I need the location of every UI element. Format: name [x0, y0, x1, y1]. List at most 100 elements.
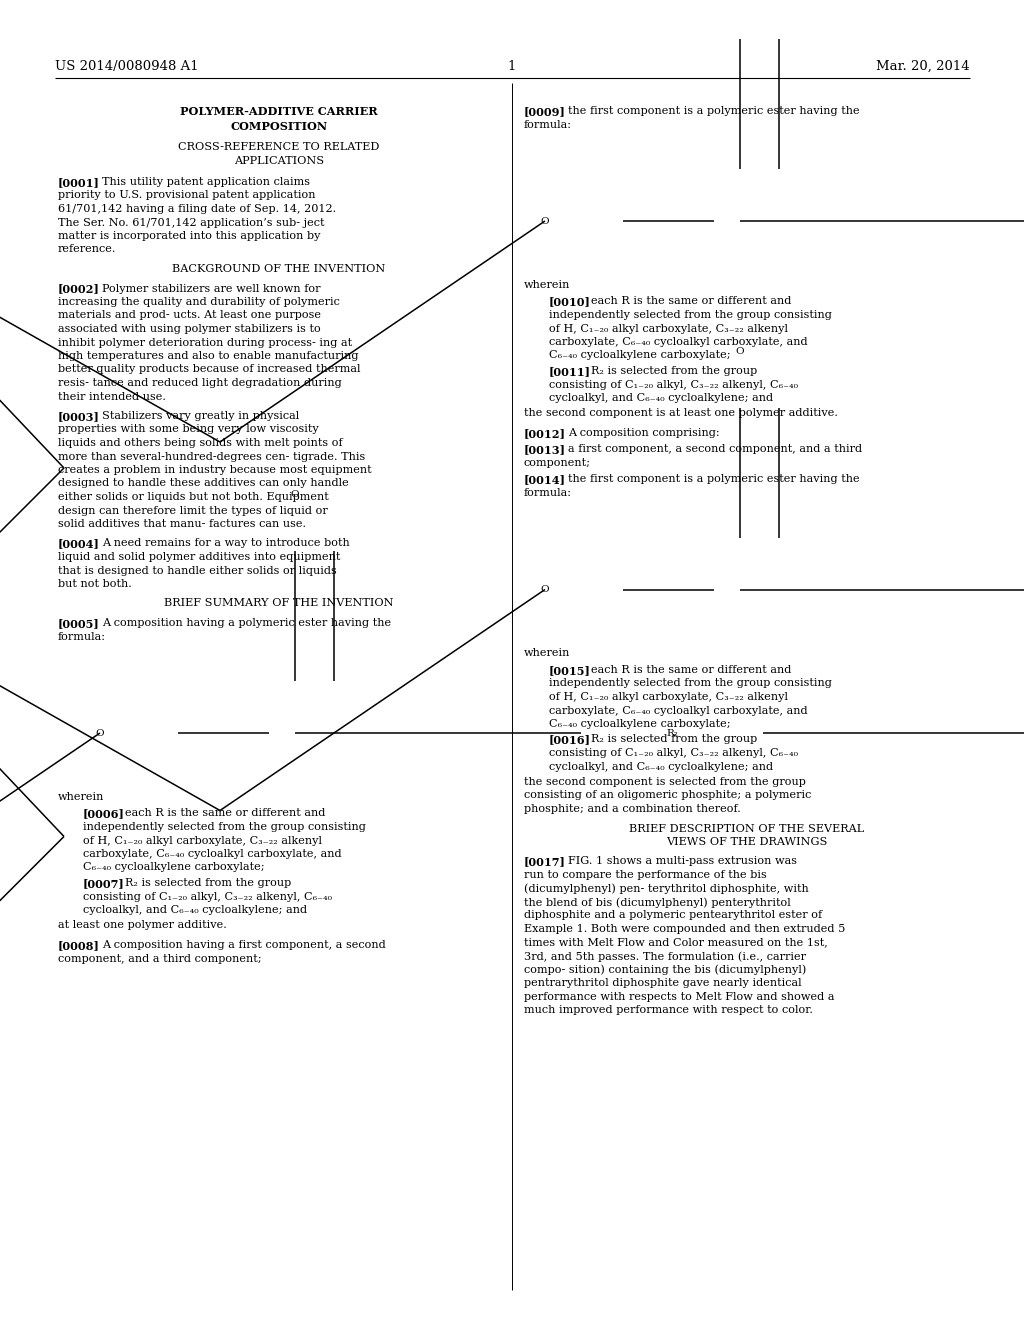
Text: creates a problem in industry because most equipment: creates a problem in industry because mo…: [58, 465, 372, 475]
Text: each R is the same or different and: each R is the same or different and: [125, 808, 326, 818]
Text: high temperatures and also to enable manufacturing: high temperatures and also to enable man…: [58, 351, 358, 360]
Text: [0013]: [0013]: [524, 445, 566, 455]
Text: the first component is a polymeric ester having the: the first component is a polymeric ester…: [568, 474, 859, 484]
Text: Mar. 20, 2014: Mar. 20, 2014: [877, 59, 970, 73]
Text: [0004]: [0004]: [58, 539, 100, 549]
Text: The Ser. No. 61/701,142 application’s sub- ject: The Ser. No. 61/701,142 application’s su…: [58, 218, 325, 227]
Text: reference.: reference.: [58, 244, 117, 255]
Text: cycloalkyl, and C₆₋₄₀ cycloalkylene; and: cycloalkyl, and C₆₋₄₀ cycloalkylene; and: [83, 906, 307, 915]
Text: A composition having a polymeric ester having the: A composition having a polymeric ester h…: [102, 618, 391, 628]
Text: FIG. 1 shows a multi-pass extrusion was: FIG. 1 shows a multi-pass extrusion was: [568, 857, 797, 866]
Text: Polymer stabilizers are well known for: Polymer stabilizers are well known for: [102, 284, 321, 293]
Text: [0003]: [0003]: [58, 411, 100, 422]
Text: [0006]: [0006]: [83, 808, 125, 820]
Text: at least one polymer additive.: at least one polymer additive.: [58, 920, 226, 931]
Text: [0005]: [0005]: [58, 618, 99, 630]
Text: O: O: [541, 216, 549, 226]
Text: materials and prod- ucts. At least one purpose: materials and prod- ucts. At least one p…: [58, 310, 321, 321]
Text: performance with respects to Melt Flow and showed a: performance with respects to Melt Flow a…: [524, 991, 835, 1002]
Text: formula:: formula:: [524, 120, 572, 129]
Text: [0002]: [0002]: [58, 284, 100, 294]
Text: R₂ is selected from the group: R₂ is selected from the group: [125, 878, 291, 888]
Text: inhibit polymer deterioration during process- ing at: inhibit polymer deterioration during pro…: [58, 338, 352, 347]
Text: A need remains for a way to introduce both: A need remains for a way to introduce bo…: [102, 539, 350, 549]
Text: O: O: [291, 490, 299, 499]
Text: R₂ is selected from the group: R₂ is selected from the group: [591, 734, 758, 744]
Text: BRIEF DESCRIPTION OF THE SEVERAL: BRIEF DESCRIPTION OF THE SEVERAL: [630, 824, 864, 833]
Text: [0017]: [0017]: [524, 857, 566, 867]
Text: wherein: wherein: [524, 648, 570, 659]
Text: wherein: wherein: [58, 792, 104, 803]
Text: O: O: [735, 346, 744, 355]
Text: the blend of bis (dicumylphenyl) penterythritol: the blend of bis (dicumylphenyl) pentery…: [524, 898, 791, 908]
Text: [0009]: [0009]: [524, 106, 566, 117]
Text: C₆₋₄₀ cycloalkylene carboxylate;: C₆₋₄₀ cycloalkylene carboxylate;: [549, 719, 731, 729]
Text: priority to U.S. provisional patent application: priority to U.S. provisional patent appl…: [58, 190, 315, 201]
Text: O: O: [541, 585, 549, 594]
Text: VIEWS OF THE DRAWINGS: VIEWS OF THE DRAWINGS: [667, 837, 827, 847]
Text: liquid and solid polymer additives into equipment: liquid and solid polymer additives into …: [58, 552, 340, 562]
Text: the second component is at least one polymer additive.: the second component is at least one pol…: [524, 408, 838, 418]
Text: each R is the same or different and: each R is the same or different and: [591, 297, 792, 306]
Text: more than several-hundred-degrees cen- tigrade. This: more than several-hundred-degrees cen- t…: [58, 451, 366, 462]
Text: BACKGROUND OF THE INVENTION: BACKGROUND OF THE INVENTION: [172, 264, 386, 275]
Text: design can therefore limit the types of liquid or: design can therefore limit the types of …: [58, 506, 328, 516]
Text: associated with using polymer stabilizers is to: associated with using polymer stabilizer…: [58, 323, 321, 334]
Text: solid additives that manu- factures can use.: solid additives that manu- factures can …: [58, 519, 306, 529]
Text: [0001]: [0001]: [58, 177, 100, 187]
Text: resis- tance and reduced light degradation during: resis- tance and reduced light degradati…: [58, 378, 342, 388]
Text: of H, C₁₋₂₀ alkyl carboxylate, C₃₋₂₂ alkenyl: of H, C₁₋₂₀ alkyl carboxylate, C₃₋₂₂ alk…: [83, 836, 322, 846]
Text: independently selected from the group consisting: independently selected from the group co…: [83, 822, 366, 832]
Text: but not both.: but not both.: [58, 579, 132, 589]
Text: Example 1. Both were compounded and then extruded 5: Example 1. Both were compounded and then…: [524, 924, 846, 935]
Text: carboxylate, C₆₋₄₀ cycloalkyl carboxylate, and: carboxylate, C₆₋₄₀ cycloalkyl carboxylat…: [549, 337, 808, 347]
Text: consisting of an oligomeric phosphite; a polymeric: consisting of an oligomeric phosphite; a…: [524, 791, 811, 800]
Text: 1: 1: [508, 59, 516, 73]
Text: diphosphite and a polymeric pentearythritol ester of: diphosphite and a polymeric pentearythri…: [524, 911, 822, 920]
Text: phosphite; and a combination thereof.: phosphite; and a combination thereof.: [524, 804, 740, 814]
Text: This utility patent application claims: This utility patent application claims: [102, 177, 310, 187]
Text: A composition comprising:: A composition comprising:: [568, 428, 720, 438]
Text: designed to handle these additives can only handle: designed to handle these additives can o…: [58, 479, 349, 488]
Text: component;: component;: [524, 458, 591, 469]
Text: pentrarythritol diphosphite gave nearly identical: pentrarythritol diphosphite gave nearly …: [524, 978, 802, 987]
Text: compo- sition) containing the bis (dicumylphenyl): compo- sition) containing the bis (dicum…: [524, 965, 806, 975]
Text: [0016]: [0016]: [549, 734, 591, 746]
Text: O: O: [95, 729, 104, 738]
Text: [0012]: [0012]: [524, 428, 566, 440]
Text: liquids and others being solids with melt points of: liquids and others being solids with mel…: [58, 438, 343, 447]
Text: [0015]: [0015]: [549, 665, 591, 676]
Text: much improved performance with respect to color.: much improved performance with respect t…: [524, 1005, 813, 1015]
Text: wherein: wherein: [524, 280, 570, 290]
Text: [0008]: [0008]: [58, 940, 100, 950]
Text: consisting of C₁₋₂₀ alkyl, C₃₋₂₂ alkenyl, C₆₋₄₀: consisting of C₁₋₂₀ alkyl, C₃₋₂₂ alkenyl…: [549, 380, 798, 389]
Text: of H, C₁₋₂₀ alkyl carboxylate, C₃₋₂₂ alkenyl: of H, C₁₋₂₀ alkyl carboxylate, C₃₋₂₂ alk…: [549, 323, 788, 334]
Text: that is designed to handle either solids or liquids: that is designed to handle either solids…: [58, 565, 337, 576]
Text: (dicumylphenyl) pen- terythritol diphosphite, with: (dicumylphenyl) pen- terythritol diphosp…: [524, 883, 809, 894]
Text: the second component is selected from the group: the second component is selected from th…: [524, 777, 806, 787]
Text: APPLICATIONS: APPLICATIONS: [233, 156, 324, 165]
Text: carboxylate, C₆₋₄₀ cycloalkyl carboxylate, and: carboxylate, C₆₋₄₀ cycloalkyl carboxylat…: [83, 849, 342, 859]
Text: formula:: formula:: [58, 631, 106, 642]
Text: either solids or liquids but not both. Equipment: either solids or liquids but not both. E…: [58, 492, 329, 502]
Text: US 2014/0080948 A1: US 2014/0080948 A1: [55, 59, 199, 73]
Text: 61/701,142 having a filing date of Sep. 14, 2012.: 61/701,142 having a filing date of Sep. …: [58, 205, 336, 214]
Text: better quality products because of increased thermal: better quality products because of incre…: [58, 364, 360, 375]
Text: POLYMER-ADDITIVE CARRIER: POLYMER-ADDITIVE CARRIER: [180, 106, 378, 117]
Text: CROSS-REFERENCE TO RELATED: CROSS-REFERENCE TO RELATED: [178, 143, 380, 152]
Text: cycloalkyl, and C₆₋₄₀ cycloalkylene; and: cycloalkyl, and C₆₋₄₀ cycloalkylene; and: [549, 762, 773, 771]
Text: C₆₋₄₀ cycloalkylene carboxylate;: C₆₋₄₀ cycloalkylene carboxylate;: [83, 862, 264, 873]
Text: matter is incorporated into this application by: matter is incorporated into this applica…: [58, 231, 321, 242]
Text: times with Melt Flow and Color measured on the 1st,: times with Melt Flow and Color measured …: [524, 937, 827, 948]
Text: of H, C₁₋₂₀ alkyl carboxylate, C₃₋₂₂ alkenyl: of H, C₁₋₂₀ alkyl carboxylate, C₃₋₂₂ alk…: [549, 692, 788, 702]
Text: formula:: formula:: [524, 488, 572, 498]
Text: R₂: R₂: [666, 729, 678, 738]
Text: [0011]: [0011]: [549, 366, 591, 378]
Text: the first component is a polymeric ester having the: the first component is a polymeric ester…: [568, 106, 859, 116]
Text: [0007]: [0007]: [83, 878, 125, 888]
Text: independently selected from the group consisting: independently selected from the group co…: [549, 310, 831, 319]
Text: independently selected from the group consisting: independently selected from the group co…: [549, 678, 831, 689]
Text: a first component, a second component, and a third: a first component, a second component, a…: [568, 445, 862, 454]
Text: consisting of C₁₋₂₀ alkyl, C₃₋₂₂ alkenyl, C₆₋₄₀: consisting of C₁₋₂₀ alkyl, C₃₋₂₂ alkenyl…: [549, 748, 798, 758]
Text: 3rd, and 5th passes. The formulation (i.e., carrier: 3rd, and 5th passes. The formulation (i.…: [524, 950, 806, 961]
